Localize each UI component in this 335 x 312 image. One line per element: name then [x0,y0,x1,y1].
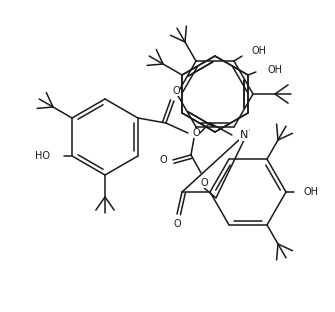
Text: O: O [173,219,181,229]
Text: OH: OH [304,187,319,197]
Text: O: O [200,178,208,188]
Text: N: N [240,130,248,140]
Text: OH: OH [268,65,283,75]
Text: O: O [172,86,180,96]
Text: HO: HO [35,151,50,161]
Text: O: O [159,155,167,165]
Text: OH: OH [252,46,267,56]
Text: O: O [192,128,200,138]
